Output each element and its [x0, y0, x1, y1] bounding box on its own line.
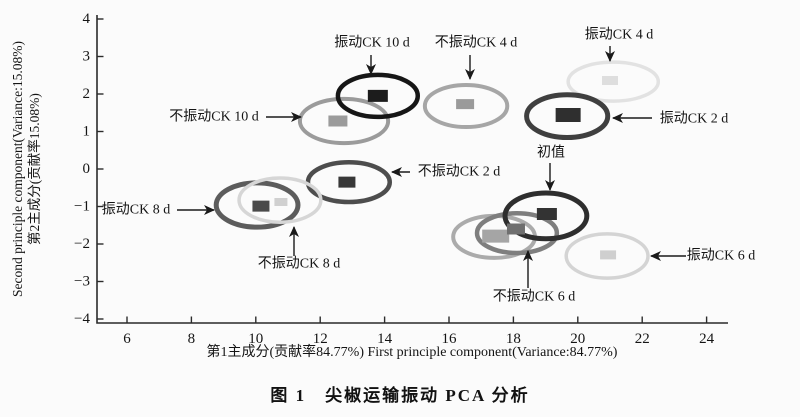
x-axis-title: 第1主成分(贡献率84.77%) First principle compone…	[207, 343, 618, 360]
cluster-marker	[600, 250, 617, 260]
x-tick-label: 20	[570, 331, 585, 347]
cluster-marker	[367, 89, 388, 102]
y-tick-label: 0	[83, 161, 91, 177]
axis-spines	[96, 15, 728, 324]
cluster-marker	[338, 176, 356, 188]
cluster-marker	[328, 115, 348, 127]
cluster-ellipse	[237, 176, 323, 224]
cluster-marker	[506, 223, 525, 235]
cluster-ellipse	[502, 190, 590, 242]
x-tick-label: 10	[248, 331, 263, 347]
y-tick-label: −4	[74, 311, 90, 327]
cluster-marker	[456, 99, 475, 110]
y-tick-label: 1	[83, 124, 91, 140]
annotation-layer: 振动CK 4 d 不振动CK 4 d 不振动CK 10 d 振动CK 10 d 振动CK…	[102, 27, 755, 305]
x-tick-label: 18	[506, 331, 521, 347]
annotation-label: 不振动CK 2 d	[418, 164, 500, 180]
x-tick-label: 8	[188, 331, 196, 347]
annotation-label: 不振动CK 10 d	[169, 109, 258, 125]
x-tick-label: 12	[313, 331, 328, 347]
y-tick-label: 2	[83, 86, 91, 102]
y-axis-title-zh: 第2主成分(贡献率15.08%)	[26, 93, 42, 245]
x-tick-label: 16	[442, 331, 458, 347]
x-tick-label: 24	[699, 331, 715, 347]
cluster-marker	[482, 229, 510, 243]
annotation-label: 振动CK 4 d	[585, 27, 653, 43]
cluster-marker	[536, 208, 557, 220]
cluster-marker	[252, 200, 270, 212]
annotation-label: 振动CK 2 d	[660, 111, 728, 127]
annotation-label: 振动CK 10 d	[334, 35, 409, 51]
y-tick-label: −1	[74, 199, 90, 215]
x-tick-label: 22	[635, 331, 650, 347]
y-tick-label: 3	[83, 49, 91, 65]
cluster-ellipse	[422, 83, 510, 129]
y-tick-label: −3	[74, 274, 90, 290]
cluster-ellipse	[566, 60, 661, 103]
cluster-ellipse	[564, 232, 650, 280]
cluster-marker	[602, 76, 618, 85]
figure-caption: 图 1 尖椒运输振动 PCA 分析	[270, 386, 530, 405]
y-tick-label: 4	[83, 11, 91, 27]
annotation-label: 初值	[537, 144, 565, 161]
annotation-label: 不振动CK 4 d	[435, 35, 517, 51]
cluster-marker	[555, 108, 581, 122]
annotation-label: 振动CK 8 d	[102, 202, 170, 218]
cluster-ellipse-layer	[213, 60, 661, 280]
annotation-label: 不振动CK 8 d	[258, 256, 340, 272]
x-tick-label: 6	[123, 331, 131, 347]
cluster-ellipse	[524, 92, 611, 140]
cluster-marker-layer	[252, 76, 618, 260]
y-axis-title-en: Second principle component(Variance:15.0…	[10, 41, 25, 297]
x-tick-label: 14	[377, 331, 393, 347]
annotation-label: 振动CK 6 d	[687, 248, 755, 264]
cluster-ellipse	[474, 211, 560, 256]
y-tick-label: −2	[74, 236, 90, 252]
cluster-ellipse	[335, 72, 421, 120]
cluster-marker	[274, 198, 288, 206]
annotation-label: 不振动CK 6 d	[493, 289, 575, 305]
